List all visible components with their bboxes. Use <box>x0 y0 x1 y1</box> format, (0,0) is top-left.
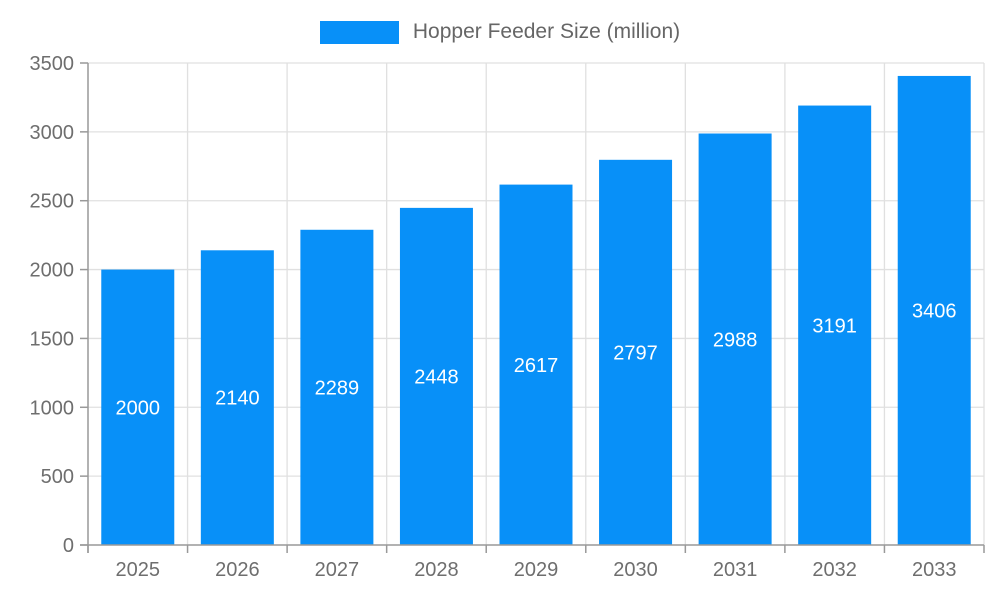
y-tick-label: 1500 <box>30 328 75 350</box>
bar-value-label: 2448 <box>414 366 459 388</box>
bar[interactable] <box>897 75 971 546</box>
bar[interactable] <box>200 250 274 545</box>
x-tick-label: 2030 <box>613 559 658 581</box>
bar[interactable] <box>798 105 872 545</box>
bar-value-label: 3191 <box>812 315 857 337</box>
y-tick-label: 500 <box>41 466 74 488</box>
x-tick-label: 2028 <box>414 559 459 581</box>
legend-item[interactable]: Hopper Feeder Size (million) <box>319 20 681 44</box>
x-tick-label: 2029 <box>514 559 559 581</box>
bar-value-label: 2140 <box>215 388 260 410</box>
y-tick-label: 2500 <box>30 191 75 213</box>
bar[interactable] <box>399 207 473 545</box>
x-tick-label: 2027 <box>315 559 360 581</box>
x-tick-label: 2031 <box>713 559 758 581</box>
bar-value-label: 2617 <box>514 355 559 377</box>
y-tick-label: 3000 <box>30 122 75 144</box>
y-tick-label: 1000 <box>30 397 75 419</box>
y-tick-label: 0 <box>63 535 74 557</box>
legend-label: Hopper Feeder Size (million) <box>412 20 681 43</box>
bar-value-label: 2289 <box>315 377 360 399</box>
y-tick-label: 3500 <box>30 53 75 75</box>
legend-color-swatch-icon <box>319 20 399 44</box>
bar[interactable] <box>499 184 573 545</box>
bar[interactable] <box>599 159 673 545</box>
bar-value-label: 2988 <box>713 329 758 351</box>
bar[interactable] <box>698 133 772 546</box>
bar-value-label: 3406 <box>912 300 957 322</box>
x-tick-label: 2026 <box>215 559 260 581</box>
bar-value-label: 2797 <box>613 342 658 364</box>
bar[interactable] <box>101 269 175 545</box>
x-tick-label: 2033 <box>912 559 957 581</box>
chart-legend: Hopper Feeder Size (million) <box>0 17 1000 47</box>
x-tick-label: 2032 <box>812 559 857 581</box>
x-tick-label: 2025 <box>116 559 161 581</box>
bar-value-label: 2000 <box>116 397 161 419</box>
y-tick-label: 2000 <box>30 260 75 282</box>
bar[interactable] <box>300 229 374 545</box>
